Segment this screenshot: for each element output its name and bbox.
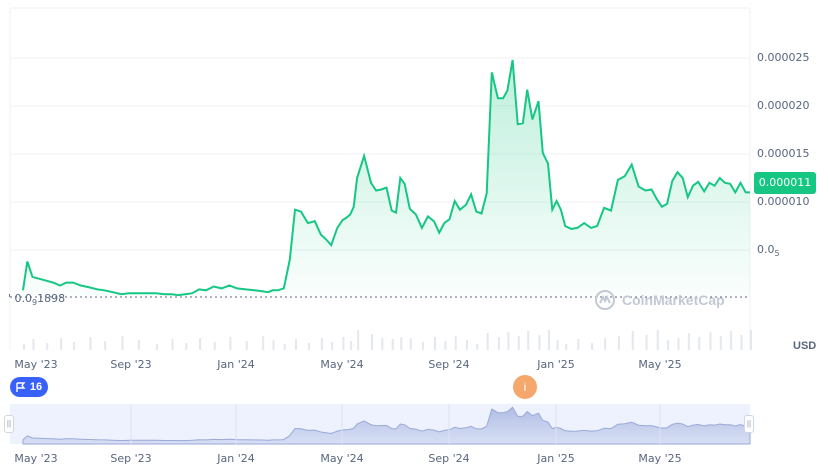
volume-bar — [370, 334, 373, 350]
volume-bar — [740, 335, 743, 350]
volume-bar — [527, 331, 530, 350]
navigator-tick-label: Sep '24 — [428, 452, 470, 465]
volume-bar — [342, 337, 345, 350]
volume-bar — [547, 330, 550, 350]
y-tick-label: 0.000015 — [757, 147, 810, 160]
volume-bar — [213, 342, 216, 350]
current-price-tag: 0.000011 — [754, 172, 816, 194]
navigator-tick-label: May '24 — [320, 452, 364, 465]
volume-bar — [391, 339, 394, 350]
volume-bar — [283, 344, 286, 350]
volume-bar — [444, 341, 447, 350]
volume-bar — [730, 331, 733, 350]
volume-bar — [89, 337, 92, 350]
watermark: CoinMarketCap — [594, 289, 725, 311]
x-tick-label: May '23 — [14, 358, 58, 371]
x-tick-label: Sep '24 — [428, 358, 470, 371]
x-tick-label: May '25 — [638, 358, 682, 371]
y-tick-label: 0.000010 — [757, 195, 810, 208]
x-tick-label: May '24 — [320, 358, 364, 371]
volume-bar — [185, 343, 188, 350]
volume-bar — [331, 342, 334, 350]
volume-bar — [245, 341, 248, 350]
y-tick-small: 0.05 — [757, 243, 780, 259]
volume-bar — [677, 338, 680, 350]
volume-bar — [577, 339, 580, 350]
volume-bar — [556, 340, 559, 350]
range-handle-left[interactable]: || — [4, 415, 14, 433]
price-line — [22, 59, 750, 297]
volume-bar — [409, 338, 412, 350]
volume-bar — [645, 335, 648, 350]
volume-bar — [381, 338, 384, 350]
volume-bar — [565, 344, 568, 350]
volume-bar — [687, 333, 690, 350]
range-navigator[interactable] — [10, 404, 750, 444]
volume-bar — [719, 336, 722, 350]
x-tick-label: Sep '23 — [110, 358, 152, 371]
volume-bar — [497, 337, 500, 350]
navigator-tick-label: May '25 — [638, 452, 682, 465]
low-price-label: ' 0.091898 — [8, 292, 66, 308]
flag-event-badge[interactable]: 16 — [10, 377, 48, 397]
volume-bar — [454, 336, 457, 350]
volume-bar — [617, 336, 620, 350]
price-area — [23, 59, 750, 297]
volume-bar — [199, 338, 202, 350]
volume-bar — [350, 341, 353, 350]
volume-bar — [750, 330, 752, 350]
y-tick-label: 0.000025 — [757, 51, 810, 64]
navigator-tick-label: May '23 — [14, 452, 58, 465]
volume-bar — [104, 341, 107, 350]
volume-bar — [171, 339, 174, 350]
volume-bar — [538, 335, 541, 350]
volume-bar — [272, 340, 275, 350]
volume-bar — [320, 338, 323, 350]
navigator-tick-label: Jan '24 — [217, 452, 255, 465]
coinmarketcap-logo-icon — [595, 290, 615, 310]
volume-bar — [73, 342, 76, 350]
volume-bar — [507, 332, 510, 350]
volume-bar — [656, 330, 659, 350]
volume-bar — [476, 344, 479, 350]
navigator-tick-label: Jan '25 — [537, 452, 575, 465]
volume-bar — [307, 343, 310, 350]
volume-layer — [23, 330, 752, 350]
volume-bar — [60, 338, 63, 350]
volume-bar — [631, 331, 634, 350]
volume-bar — [46, 343, 49, 350]
volume-bar — [709, 332, 712, 350]
info-event-badge[interactable]: i — [513, 375, 537, 399]
volume-bar — [229, 337, 232, 350]
volume-bar — [465, 340, 468, 350]
volume-bar — [294, 339, 297, 350]
navigator-tick-label: Sep '23 — [110, 452, 152, 465]
volume-bar — [486, 333, 489, 350]
x-tick-label: Jan '24 — [217, 358, 255, 371]
volume-bar — [262, 336, 265, 350]
volume-bar — [667, 340, 670, 350]
volume-bar — [433, 337, 436, 350]
volume-bar — [23, 344, 25, 350]
currency-label: USD — [793, 340, 817, 352]
volume-bar — [121, 336, 124, 350]
flag-icon — [16, 381, 26, 392]
y-tick-label: 0.000020 — [757, 99, 810, 112]
volume-bar — [400, 337, 403, 350]
range-handle-right[interactable]: || — [744, 415, 754, 433]
volume-bar — [32, 339, 35, 350]
volume-bar — [137, 340, 140, 350]
volume-bar — [591, 343, 594, 350]
x-tick-label: Jan '25 — [537, 358, 575, 371]
volume-bar — [698, 337, 701, 350]
volume-bar — [604, 338, 607, 350]
volume-bar — [357, 330, 360, 350]
volume-bar — [155, 344, 158, 350]
volume-bar — [517, 336, 520, 350]
volume-bar — [421, 342, 424, 350]
